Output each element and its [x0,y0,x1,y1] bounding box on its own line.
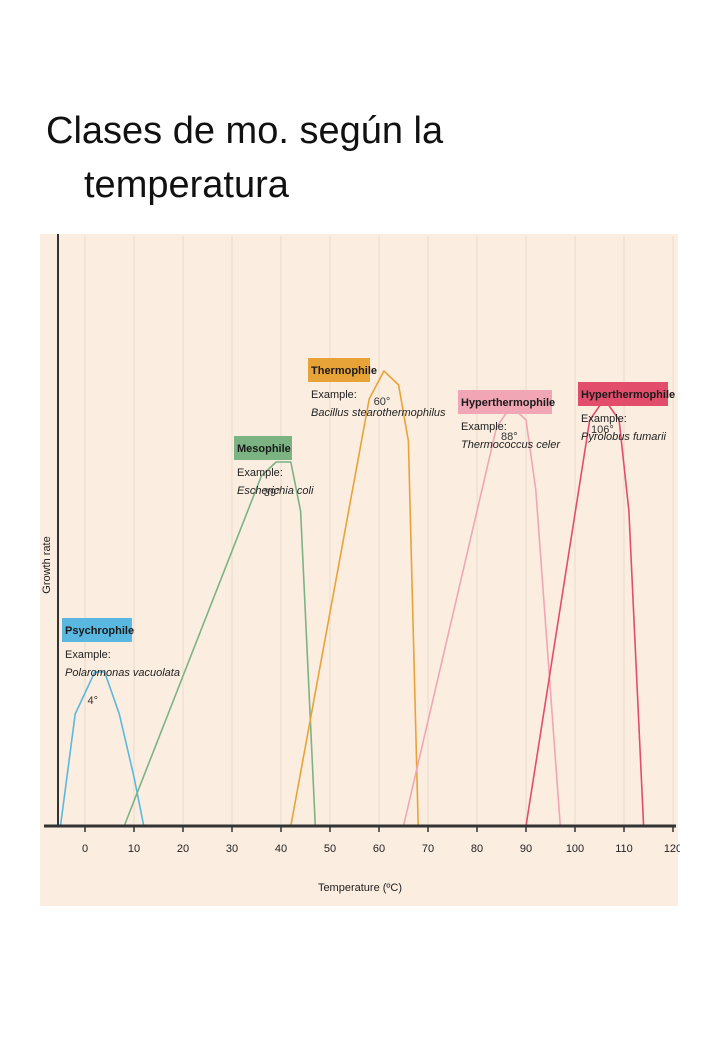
example-label: Example: [65,649,111,661]
example-organism: Polaromonas vacuolata [65,667,180,679]
organism-class-name: Hyperthermophile [581,389,675,401]
title-line-2: temperatura [84,164,289,206]
x-tick-label: 100 [566,843,584,855]
organism-label-2: Mesophile Example: Escherichia coli [234,436,314,497]
slide-title: Clases de mo. según la temperatura [46,104,686,212]
x-tick-label: 80 [471,843,483,855]
peak-temperature-label: 60° [374,396,391,408]
x-tick-label: 70 [422,843,434,855]
x-tick-label: 20 [177,843,189,855]
growth-curve-2 [123,461,317,827]
plot-background [40,234,678,906]
x-ticks: 0 10 20 30 40 50 60 70 80 90 100 110 120 [82,826,680,855]
organism-labels: 4° Psychrophile Example: Polaromonas vacuol… [62,358,675,707]
x-tick-label: 0 [82,843,88,855]
x-tick-label: 110 [615,843,633,855]
organism-class-name: Psychrophile [65,625,134,637]
x-axis-title: Temperature (ºC) [318,882,402,894]
peak-temperature-label: 106° [591,424,614,436]
organism-label-5: Hyperthermophile Example: Pyrolobus fumari… [578,382,675,443]
organism-class-name: Thermophile [311,365,377,377]
x-tick-label: 10 [128,843,140,855]
title-line-1: Clases de mo. según la [46,110,444,152]
growth-temperature-chart: 0 10 20 30 40 50 60 70 80 90 100 110 120 4° Psychroph… [40,234,680,906]
x-tick-label: 30 [226,843,238,855]
organism-label-1: Psychrophile Example: Polaromonas vacuolat… [62,618,180,679]
peak-temperature-label: 88° [501,431,518,443]
organism-label-4: Hyperthermophile Example: Thermococcus cel… [458,390,561,451]
example-organism: Thermococcus celer [461,439,561,451]
label-badge [62,618,132,642]
x-tick-label: 90 [520,843,532,855]
x-tick-label: 60 [373,843,385,855]
example-organism: Bacillus stearothermophilus [311,407,446,419]
y-axis-title: Growth rate [41,536,53,593]
peak-temperature-label: 4° [88,695,99,707]
label-badge [578,382,668,406]
example-label: Example: [461,421,507,433]
x-tick-label: 40 [275,843,287,855]
example-organism: Pyrolobus fumarii [581,431,667,443]
example-label: Example: [581,413,627,425]
growth-curve-1 [59,671,145,827]
grid [84,236,674,824]
x-tick-label: 120 [664,843,680,855]
example-organism: Escherichia coli [237,485,314,497]
label-badge [308,358,370,382]
label-badge [458,390,552,414]
organism-label-3: Thermophile Example: Bacillus stearothermo… [308,358,446,419]
x-tick-label: 50 [324,843,336,855]
growth-curve-5 [525,398,645,827]
organism-class-name: Hyperthermophile [461,397,555,409]
example-label: Example: [237,467,283,479]
example-label: Example: [311,389,357,401]
peak-temperature-label: 39° [264,487,281,499]
organism-class-name: Mesophile [237,443,291,455]
growth-curve-3 [290,370,419,827]
label-badge [234,436,292,460]
